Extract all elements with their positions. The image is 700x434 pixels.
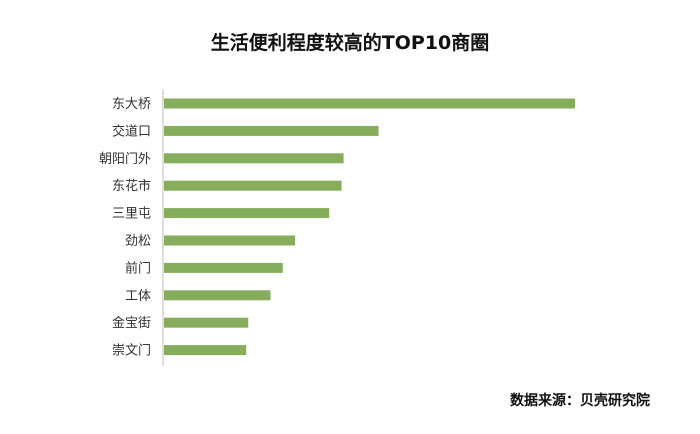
category-label-9: 金宝街 xyxy=(112,315,151,331)
category-label-8: 工体 xyxy=(125,289,151,304)
bar-8 xyxy=(164,290,271,301)
category-label-10: 崇文门 xyxy=(112,344,151,359)
bar-5 xyxy=(164,208,330,219)
category-label-3: 朝阳门外 xyxy=(99,152,151,167)
bar-6 xyxy=(164,235,296,246)
category-label-5: 三里屯 xyxy=(112,207,151,222)
bar-10 xyxy=(164,345,247,356)
category-label-2: 交道口 xyxy=(112,123,151,139)
category-label-6: 劲松 xyxy=(125,234,151,249)
bars-group xyxy=(164,98,575,356)
bar-9 xyxy=(164,317,249,328)
chart-title: 生活便利程度较高的TOP10商圈 xyxy=(210,32,490,54)
bar-7 xyxy=(164,262,283,273)
bar-1 xyxy=(164,98,575,109)
source-note: 数据来源：贝壳研究院 xyxy=(510,393,650,409)
bar-3 xyxy=(164,153,344,164)
category-label-7: 前门 xyxy=(125,260,151,276)
bar-4 xyxy=(164,180,342,191)
category-label-4: 东花市 xyxy=(112,178,151,194)
category-label-1: 东大桥 xyxy=(112,97,151,112)
bar-2 xyxy=(164,125,379,136)
